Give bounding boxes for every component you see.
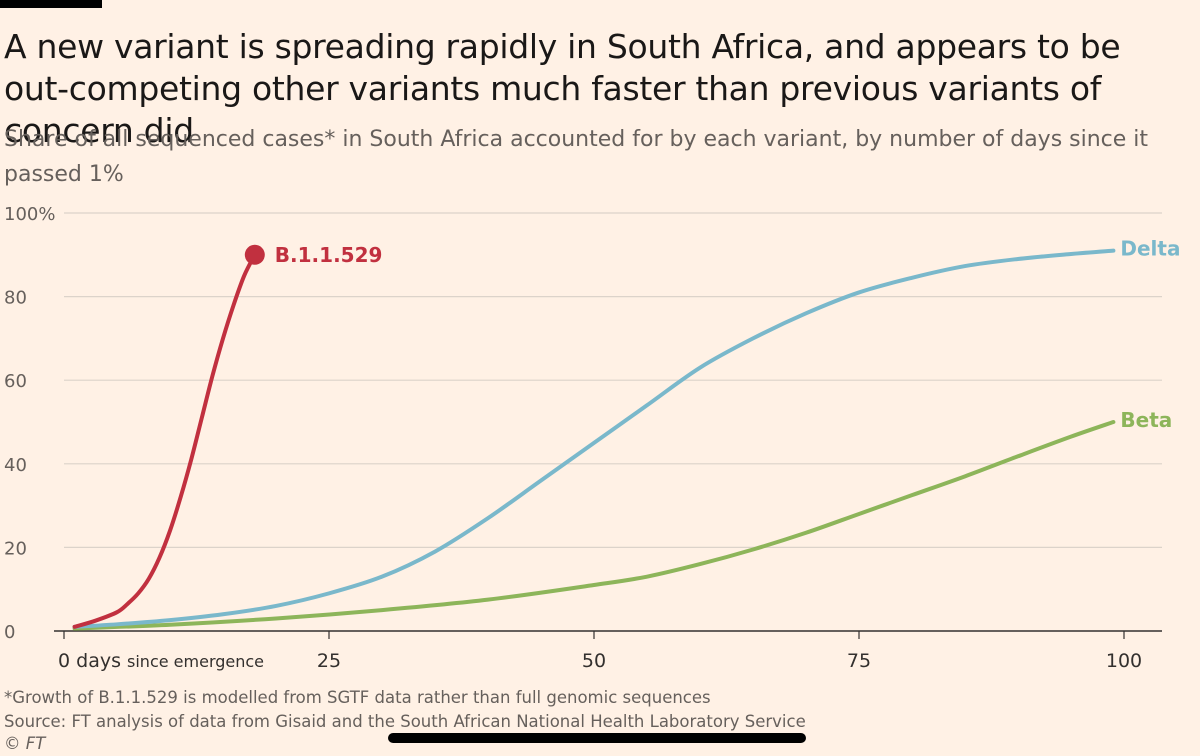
x-tick-label: 0 days since emergence	[58, 650, 264, 672]
series-line-b-1-1-529	[72, 252, 257, 629]
source-line: Source: FT analysis of data from Gisaid …	[4, 712, 806, 731]
series-line-delta	[72, 248, 1116, 629]
chart-title: A new variant is spreading rapidly in So…	[4, 27, 1121, 150]
y-tick-label: 20	[4, 538, 27, 559]
redaction-bar	[388, 733, 806, 743]
line-chart: 0 20 40 60 80 100% 0 days since emergence 25 50 7…	[4, 204, 1180, 672]
y-tick-label: 60	[4, 371, 27, 392]
series-end-marker-b-1-1-529	[244, 244, 265, 265]
x-tick-label: 75	[847, 650, 871, 672]
y-tick-label: 100%	[4, 204, 55, 225]
y-tick-label: 80	[4, 288, 27, 309]
x-tick-label: 50	[582, 650, 606, 672]
series-line-beta	[72, 420, 1116, 631]
y-tick-label: 0	[4, 622, 15, 643]
chart-subtitle: Share of all sequenced cases* in South A…	[4, 127, 1149, 187]
copyright: © FT	[4, 734, 46, 753]
footnote: *Growth of B.1.1.529 is modelled from SG…	[4, 688, 711, 707]
y-tick-label: 40	[4, 455, 27, 476]
series-label-b-1-1-529: B.1.1.529	[275, 243, 383, 267]
series-label-beta: Beta	[1120, 408, 1172, 432]
x-tick-label: 25	[317, 650, 341, 672]
x-axis-suffix: since emergence	[127, 652, 264, 671]
ft-brand-bar	[0, 0, 102, 8]
x-tick-label: 100	[1106, 650, 1142, 672]
series-label-delta: Delta	[1120, 237, 1180, 261]
